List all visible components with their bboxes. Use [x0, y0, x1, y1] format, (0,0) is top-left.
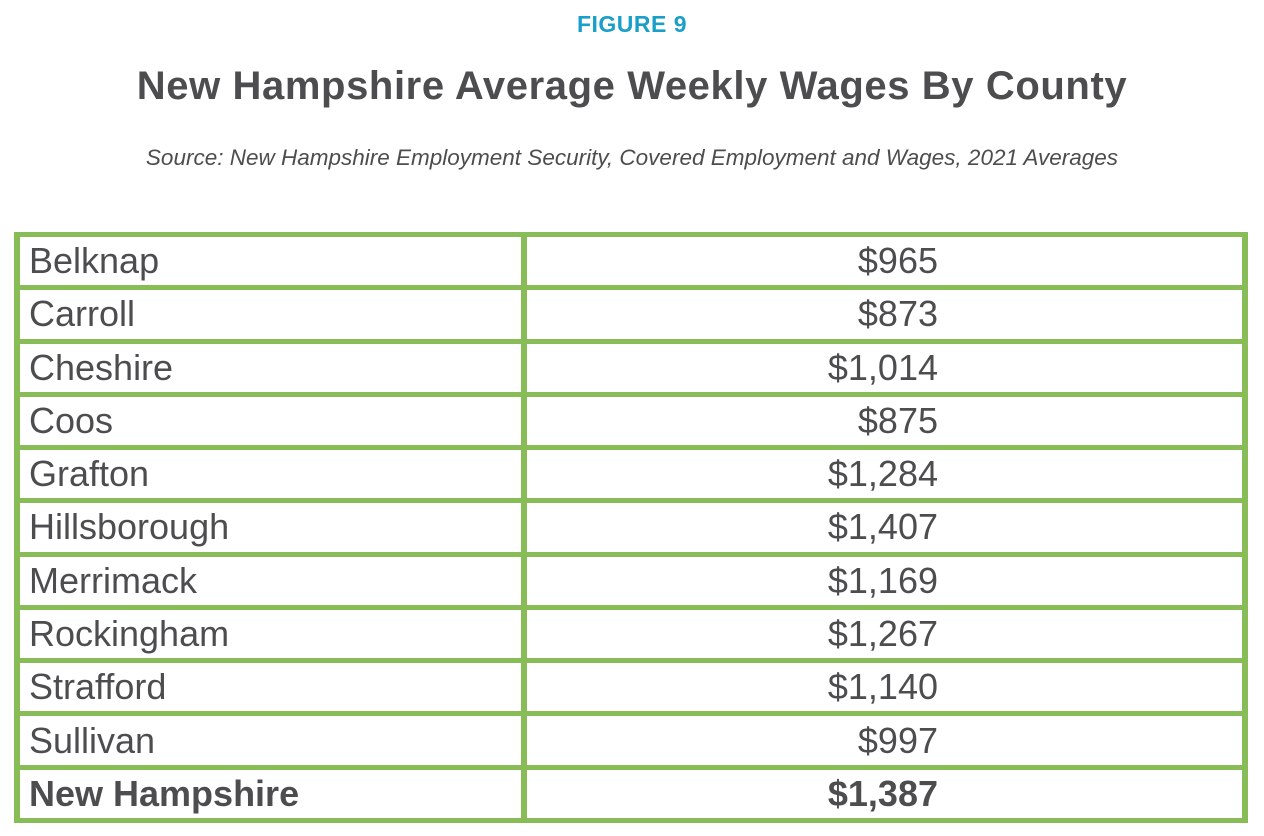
wages-table: Belknap $965 Carroll $873 Cheshire $1,01… [14, 232, 1248, 823]
wage-value: $1,267 [527, 609, 1242, 659]
wage-value: $997 [527, 716, 1242, 765]
figure-title: New Hampshire Average Weekly Wages By Co… [136, 64, 1128, 108]
table-row: Cheshire $1,014 [20, 343, 1242, 392]
table-row: Grafton $1,284 [20, 450, 1242, 499]
state-wage-value: $1,387 [527, 769, 1242, 818]
wage-value: $1,407 [527, 503, 1242, 552]
county-name: Rockingham [20, 609, 521, 659]
table-row: Sullivan $997 [20, 716, 1242, 765]
county-name: Belknap [20, 237, 521, 286]
table-row: Rockingham $1,267 [20, 609, 1242, 659]
wage-value: $1,140 [527, 663, 1242, 712]
state-name: New Hampshire [20, 769, 521, 818]
county-name: Cheshire [20, 343, 521, 392]
table-row: Strafford $1,140 [20, 663, 1242, 712]
table-row: Merrimack $1,169 [20, 556, 1242, 605]
table-row: Hillsborough $1,407 [20, 503, 1242, 552]
wage-value: $873 [527, 290, 1242, 339]
county-name: Grafton [20, 450, 521, 499]
table-row-total: New Hampshire $1,387 [20, 769, 1242, 818]
figure-label: FIGURE 9 [576, 11, 688, 37]
wage-value: $1,014 [527, 343, 1242, 392]
table-row: Coos $875 [20, 396, 1242, 446]
county-name: Hillsborough [20, 503, 521, 552]
county-name: Merrimack [20, 556, 521, 605]
county-name: Carroll [20, 290, 521, 339]
wage-value: $1,169 [527, 556, 1242, 605]
table-row: Carroll $873 [20, 290, 1242, 339]
wage-value: $1,284 [527, 450, 1242, 499]
county-name: Sullivan [20, 716, 521, 765]
table-row: Belknap $965 [20, 237, 1242, 286]
county-name: Strafford [20, 663, 521, 712]
wage-value: $965 [527, 237, 1242, 286]
wage-value: $875 [527, 396, 1242, 446]
source-note: Source: New Hampshire Employment Securit… [145, 145, 1119, 170]
county-name: Coos [20, 396, 521, 446]
